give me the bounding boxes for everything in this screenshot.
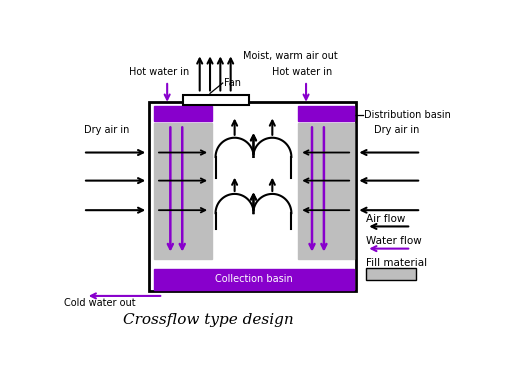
Text: Fan: Fan bbox=[224, 78, 241, 88]
Text: Air flow: Air flow bbox=[366, 214, 405, 224]
Bar bbox=[183, 95, 248, 105]
Bar bbox=[155, 269, 354, 290]
Text: Cold water out: Cold water out bbox=[64, 298, 136, 308]
Bar bbox=[150, 102, 356, 291]
Text: Collection basin: Collection basin bbox=[215, 275, 293, 285]
Bar bbox=[155, 106, 212, 121]
Text: Fill material: Fill material bbox=[366, 258, 426, 268]
Bar bbox=[155, 123, 212, 259]
Text: Water flow: Water flow bbox=[366, 236, 421, 246]
Text: Moist, warm air out: Moist, warm air out bbox=[243, 51, 337, 61]
Text: Dry air in: Dry air in bbox=[374, 125, 419, 135]
Bar bbox=[298, 106, 354, 121]
Bar bbox=[367, 268, 416, 280]
Text: Dry air in: Dry air in bbox=[84, 125, 129, 135]
Bar bbox=[298, 123, 354, 259]
Text: Distribution basin: Distribution basin bbox=[364, 110, 451, 120]
Text: Crossflow type design: Crossflow type design bbox=[123, 313, 294, 326]
Text: Hot water in: Hot water in bbox=[129, 66, 189, 76]
Text: Hot water in: Hot water in bbox=[272, 66, 332, 76]
